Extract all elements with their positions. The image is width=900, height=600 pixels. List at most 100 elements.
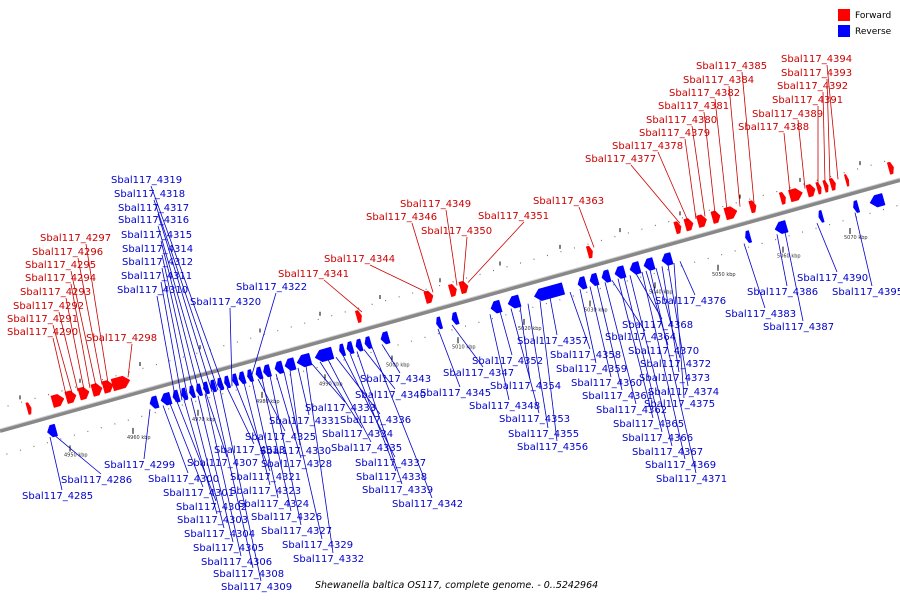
reverse-gene-label: Sbal117_4353 xyxy=(499,414,570,425)
reverse-leader-line xyxy=(743,243,766,309)
reverse-gene-arrow xyxy=(818,209,825,223)
reverse-gene-label: Sbal117_4327 xyxy=(261,526,332,537)
forward-leader-line xyxy=(369,264,430,294)
reverse-leader-line xyxy=(49,436,63,491)
reverse-gene-arrow xyxy=(247,369,255,382)
reverse-gene-label: Sbal117_4323 xyxy=(230,486,301,497)
forward-leader-line xyxy=(462,236,468,284)
reverse-gene-arrow xyxy=(238,371,247,385)
reverse-leader-line xyxy=(275,373,302,459)
reverse-gene-arrow xyxy=(451,311,460,325)
forward-gene-arrow xyxy=(25,402,32,415)
forward-gene-label: Sbal117_4294 xyxy=(25,273,96,284)
reverse-gene-label: Sbal117_4311 xyxy=(121,271,192,282)
reverse-gene-label: Sbal117_4364 xyxy=(605,332,676,343)
reverse-gene-arrow xyxy=(181,387,189,401)
reverse-gene-label: Sbal117_4302 xyxy=(176,502,247,513)
reverse-gene-label: Sbal117_4362 xyxy=(596,405,667,416)
reverse-gene-label: Sbal117_4309 xyxy=(221,582,292,593)
reverse-leader-line xyxy=(371,347,433,499)
reverse-gene-label: Sbal117_4320 xyxy=(190,297,261,308)
reverse-gene-label: Sbal117_4345 xyxy=(420,388,491,399)
reverse-gene-label: Sbal117_4314 xyxy=(122,244,193,255)
forward-gene-arrow xyxy=(458,280,469,295)
reverse-gene-label: Sbal117_4339 xyxy=(362,485,433,496)
forward-gene-arrow xyxy=(723,206,738,221)
reverse-leader-line xyxy=(157,213,213,392)
reverse-leader-line xyxy=(776,234,788,287)
reverse-leader-line xyxy=(251,380,279,499)
forward-gene-label: Sbal117_4298 xyxy=(86,333,157,344)
reverse-gene-label: Sbal117_4365 xyxy=(613,419,684,430)
forward-gene-arrow xyxy=(805,184,816,198)
reverse-gene-label: Sbal117_4395 xyxy=(832,287,900,298)
reverse-gene-arrow xyxy=(346,341,355,355)
gene-labels: Sbal117_4290 Sbal117_4291 Sbal117_4292 Sbal… xyxy=(7,54,900,593)
reverse-gene-arrow xyxy=(589,272,600,287)
reverse-gene-label: Sbal117_4319 xyxy=(111,175,182,186)
reverse-gene-label: Sbal117_4372 xyxy=(640,359,711,370)
reverse-leader-line xyxy=(617,278,654,419)
reverse-gene-label: Sbal117_4366 xyxy=(622,433,693,444)
reverse-gene-label: Sbal117_4347 xyxy=(443,368,514,379)
reverse-gene-label: Sbal117_4352 xyxy=(472,356,543,367)
reverse-gene-label: Sbal117_4371 xyxy=(656,474,727,485)
reverse-leader-line xyxy=(489,314,510,401)
reverse-leader-line xyxy=(784,231,804,322)
reverse-gene-label: Sbal117_4367 xyxy=(632,447,703,458)
reverse-leader-line xyxy=(381,344,401,374)
forward-leader-line xyxy=(467,221,525,283)
reverse-gene-label: Sbal117_4386 xyxy=(747,287,818,298)
reverse-gene-arrow xyxy=(643,257,656,271)
forward-gene-arrow xyxy=(815,181,822,195)
forward-gene-arrow xyxy=(828,177,836,191)
reverse-gene-label: Sbal117_4310 xyxy=(117,285,188,296)
axis-tick-label: 5060 kbp xyxy=(777,254,801,260)
forward-leader-line xyxy=(741,71,755,203)
reverse-leader-line xyxy=(190,397,225,529)
reverse-gene-label: Sbal117_4358 xyxy=(550,350,621,361)
reverse-leader-line xyxy=(229,307,233,387)
reverse-gene-label: Sbal117_4340 xyxy=(355,390,426,401)
reverse-gene-label: Sbal117_4329 xyxy=(282,540,353,551)
reverse-leader-line xyxy=(510,308,540,414)
reverse-leader-line xyxy=(162,405,189,474)
axis-tick-label: 4980 kbp xyxy=(256,399,280,405)
reverse-leader-line xyxy=(269,375,302,526)
forward-gene-arrow xyxy=(90,383,103,397)
reverse-genes xyxy=(47,193,886,438)
reverse-gene-arrow xyxy=(232,373,240,387)
reverse-leader-line xyxy=(589,286,612,378)
reverse-gene-label: Sbal117_4335 xyxy=(331,443,402,454)
reverse-gene-label: Sbal117_4316 xyxy=(118,215,189,226)
forward-leader-line xyxy=(783,132,791,193)
reverse-gene-arrow xyxy=(296,352,313,368)
forward-gene-arrow xyxy=(710,210,721,224)
reverse-gene-arrow xyxy=(614,265,627,279)
reverse-leader-line xyxy=(160,281,183,401)
reverse-leader-line xyxy=(437,328,461,388)
reverse-gene-arrow xyxy=(490,299,503,314)
reverse-leader-line xyxy=(219,389,262,582)
axis-tick-label: 4960 kbp xyxy=(127,435,151,441)
forward-leader-line xyxy=(714,98,728,211)
reverse-gene-label: Sbal117_4326 xyxy=(251,512,322,523)
axis-tick-label: 5000 kbp xyxy=(386,363,410,369)
reverse-gene-label: Sbal117_4376 xyxy=(655,296,726,307)
reverse-gene-label: Sbal117_4324 xyxy=(238,499,309,510)
reverse-leader-line xyxy=(257,378,286,432)
axis-tick-label: 4950 kbp xyxy=(64,452,88,458)
reverse-leader-line xyxy=(161,254,195,397)
forward-gene-arrow xyxy=(886,161,894,175)
reverse-gene-label: Sbal117_4387 xyxy=(763,322,834,333)
reverse-leader-line xyxy=(161,267,189,399)
reverse-leader-line xyxy=(261,377,292,512)
forward-gene-arrow xyxy=(50,394,65,408)
reverse-gene-label: Sbal117_4304 xyxy=(184,529,255,540)
reverse-leader-line xyxy=(655,267,681,359)
forward-leader-line xyxy=(578,206,595,248)
reverse-gene-label: Sbal117_4355 xyxy=(508,429,579,440)
forward-leader-line xyxy=(822,91,826,183)
reverse-leader-line xyxy=(297,367,310,416)
reverse-leader-line xyxy=(539,300,558,442)
